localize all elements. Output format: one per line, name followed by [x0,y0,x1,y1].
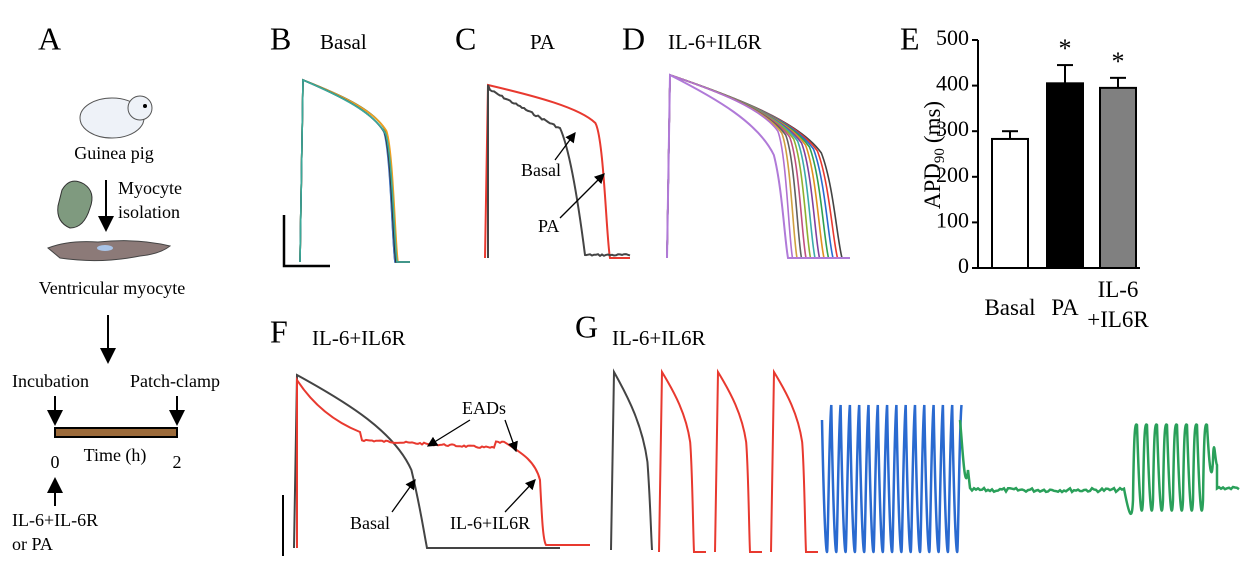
panel-label: G [575,308,598,344]
annotation: Basal [521,160,561,180]
panel-title: PA [530,30,556,54]
trace [293,373,560,549]
trace [487,84,631,258]
text: isolation [118,202,180,222]
y-tick-label: 200 [936,162,969,187]
heart-icon [57,180,93,229]
bar-chart: 0 100 200 300 400 500 * * [936,25,1140,278]
trace [299,78,410,263]
text: or PA [12,534,53,554]
annotation: EADs [462,398,506,418]
x-tick-label: IL-6 +IL6R [1087,277,1149,332]
y-tick-label: 500 [936,25,969,50]
trace [296,376,590,548]
nucleus [97,245,113,251]
scale-bar [282,215,330,268]
panel-label: B [270,20,291,56]
panel-label: E [900,20,920,56]
traces [293,73,1240,554]
trace [666,73,850,259]
guinea-pig-icon [79,95,153,139]
arrow [391,478,416,513]
x-tick-label: Basal [984,295,1036,320]
trace [484,83,630,259]
arrow [559,173,605,219]
myocyte-icon [47,240,172,262]
trace [958,419,1240,515]
text: Time (h) [84,445,147,466]
annotation: PA [538,216,559,236]
y-axis-label: APD90 (ms) [920,101,948,209]
trace [658,368,818,553]
arrow [426,419,471,447]
panel-title: IL-6+IL6R [312,326,406,350]
text: Guinea pig [74,143,153,163]
annotation: Basal [350,513,390,533]
trace [666,73,850,259]
arrow [554,131,576,161]
significance-mark: * [1112,47,1125,76]
panel-title: IL-6+IL6R [612,326,706,350]
bar [1046,82,1084,269]
trace [820,404,963,554]
panel-label: D [622,20,645,56]
panel-title: IL-6+IL6R [668,30,762,54]
trace [610,368,653,551]
bar [1099,86,1137,269]
text: Ventricular myocyte [39,278,185,298]
annotation: IL-6+IL6R [450,513,530,533]
panel-label: A [38,20,61,56]
panel-label: F [270,313,288,349]
arrow [504,419,518,453]
text: 0 [51,452,60,472]
y-tick-label: 400 [936,71,969,96]
timeline [54,427,178,438]
y-tick-label: 100 [936,207,969,232]
bar [991,137,1029,269]
y-tick-label: 300 [936,116,969,141]
trace [666,73,850,259]
label-part: 90 [932,148,948,163]
panel-title: Basal [320,30,367,54]
significance-mark: * [1059,34,1072,63]
text: IL-6+IL-6R [12,510,98,530]
x-tick-label: PA [1051,295,1079,320]
text: 2 [173,452,182,472]
text: Patch-clamp [130,371,220,391]
y-tick-label: 0 [958,253,969,278]
trace [299,78,410,263]
label-part: (ms) [920,101,945,143]
text: Myocyte [118,178,182,198]
arrow [504,479,536,513]
label-part: APD [920,163,945,209]
text: Incubation [12,371,89,391]
panel-label: C [455,20,476,56]
